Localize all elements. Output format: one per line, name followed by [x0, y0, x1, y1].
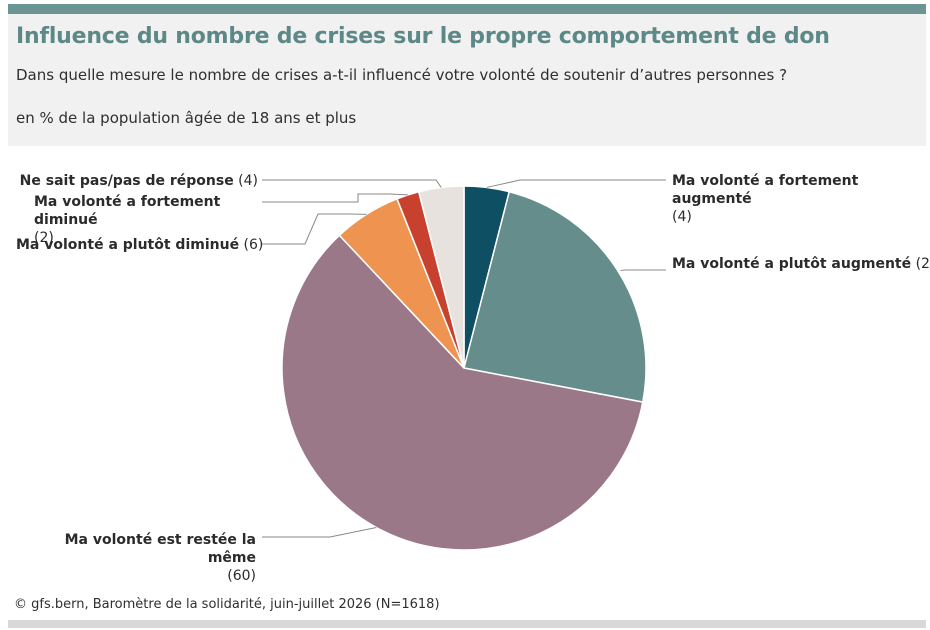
label-ne-sait-pas: Ne sait pas/pas de réponse (4): [19, 173, 258, 189]
leader-line-5: [262, 179, 442, 188]
pie-chart: [262, 179, 666, 551]
chart-subtitle: Dans quelle mesure le nombre de crises a…: [16, 66, 788, 84]
chart-title: Influence du nombre de crises sur le pro…: [16, 24, 830, 49]
unit-note: en % de la population âgée de 18 ans et …: [16, 109, 357, 127]
label-plutot-diminue: Ma volonté a plutôt diminué (6): [16, 237, 264, 253]
pie-slice-1: [463, 190, 647, 403]
label-fortement-augmente: Ma volonté a fortement augmenté (4): [672, 173, 859, 225]
leader-line-0: [486, 179, 666, 188]
header-panel: [8, 14, 926, 146]
label-fortement-diminue: Ma volonté a fortement diminué (2): [34, 194, 221, 246]
label-restee-meme: Ma volonté est restée la même (60): [64, 532, 256, 584]
top-accent-bar: [8, 4, 926, 14]
leader-line-4: [262, 193, 408, 203]
source-note: © gfs.bern, Baromètre de la solidarité, …: [14, 597, 440, 612]
pie-slice-5: [417, 185, 465, 369]
label-plutot-augmente: Ma volonté a plutôt augmenté (24): [672, 256, 930, 272]
bottom-bar: [8, 620, 926, 628]
leader-line-3: [262, 213, 367, 245]
leader-line-2: [262, 526, 377, 538]
